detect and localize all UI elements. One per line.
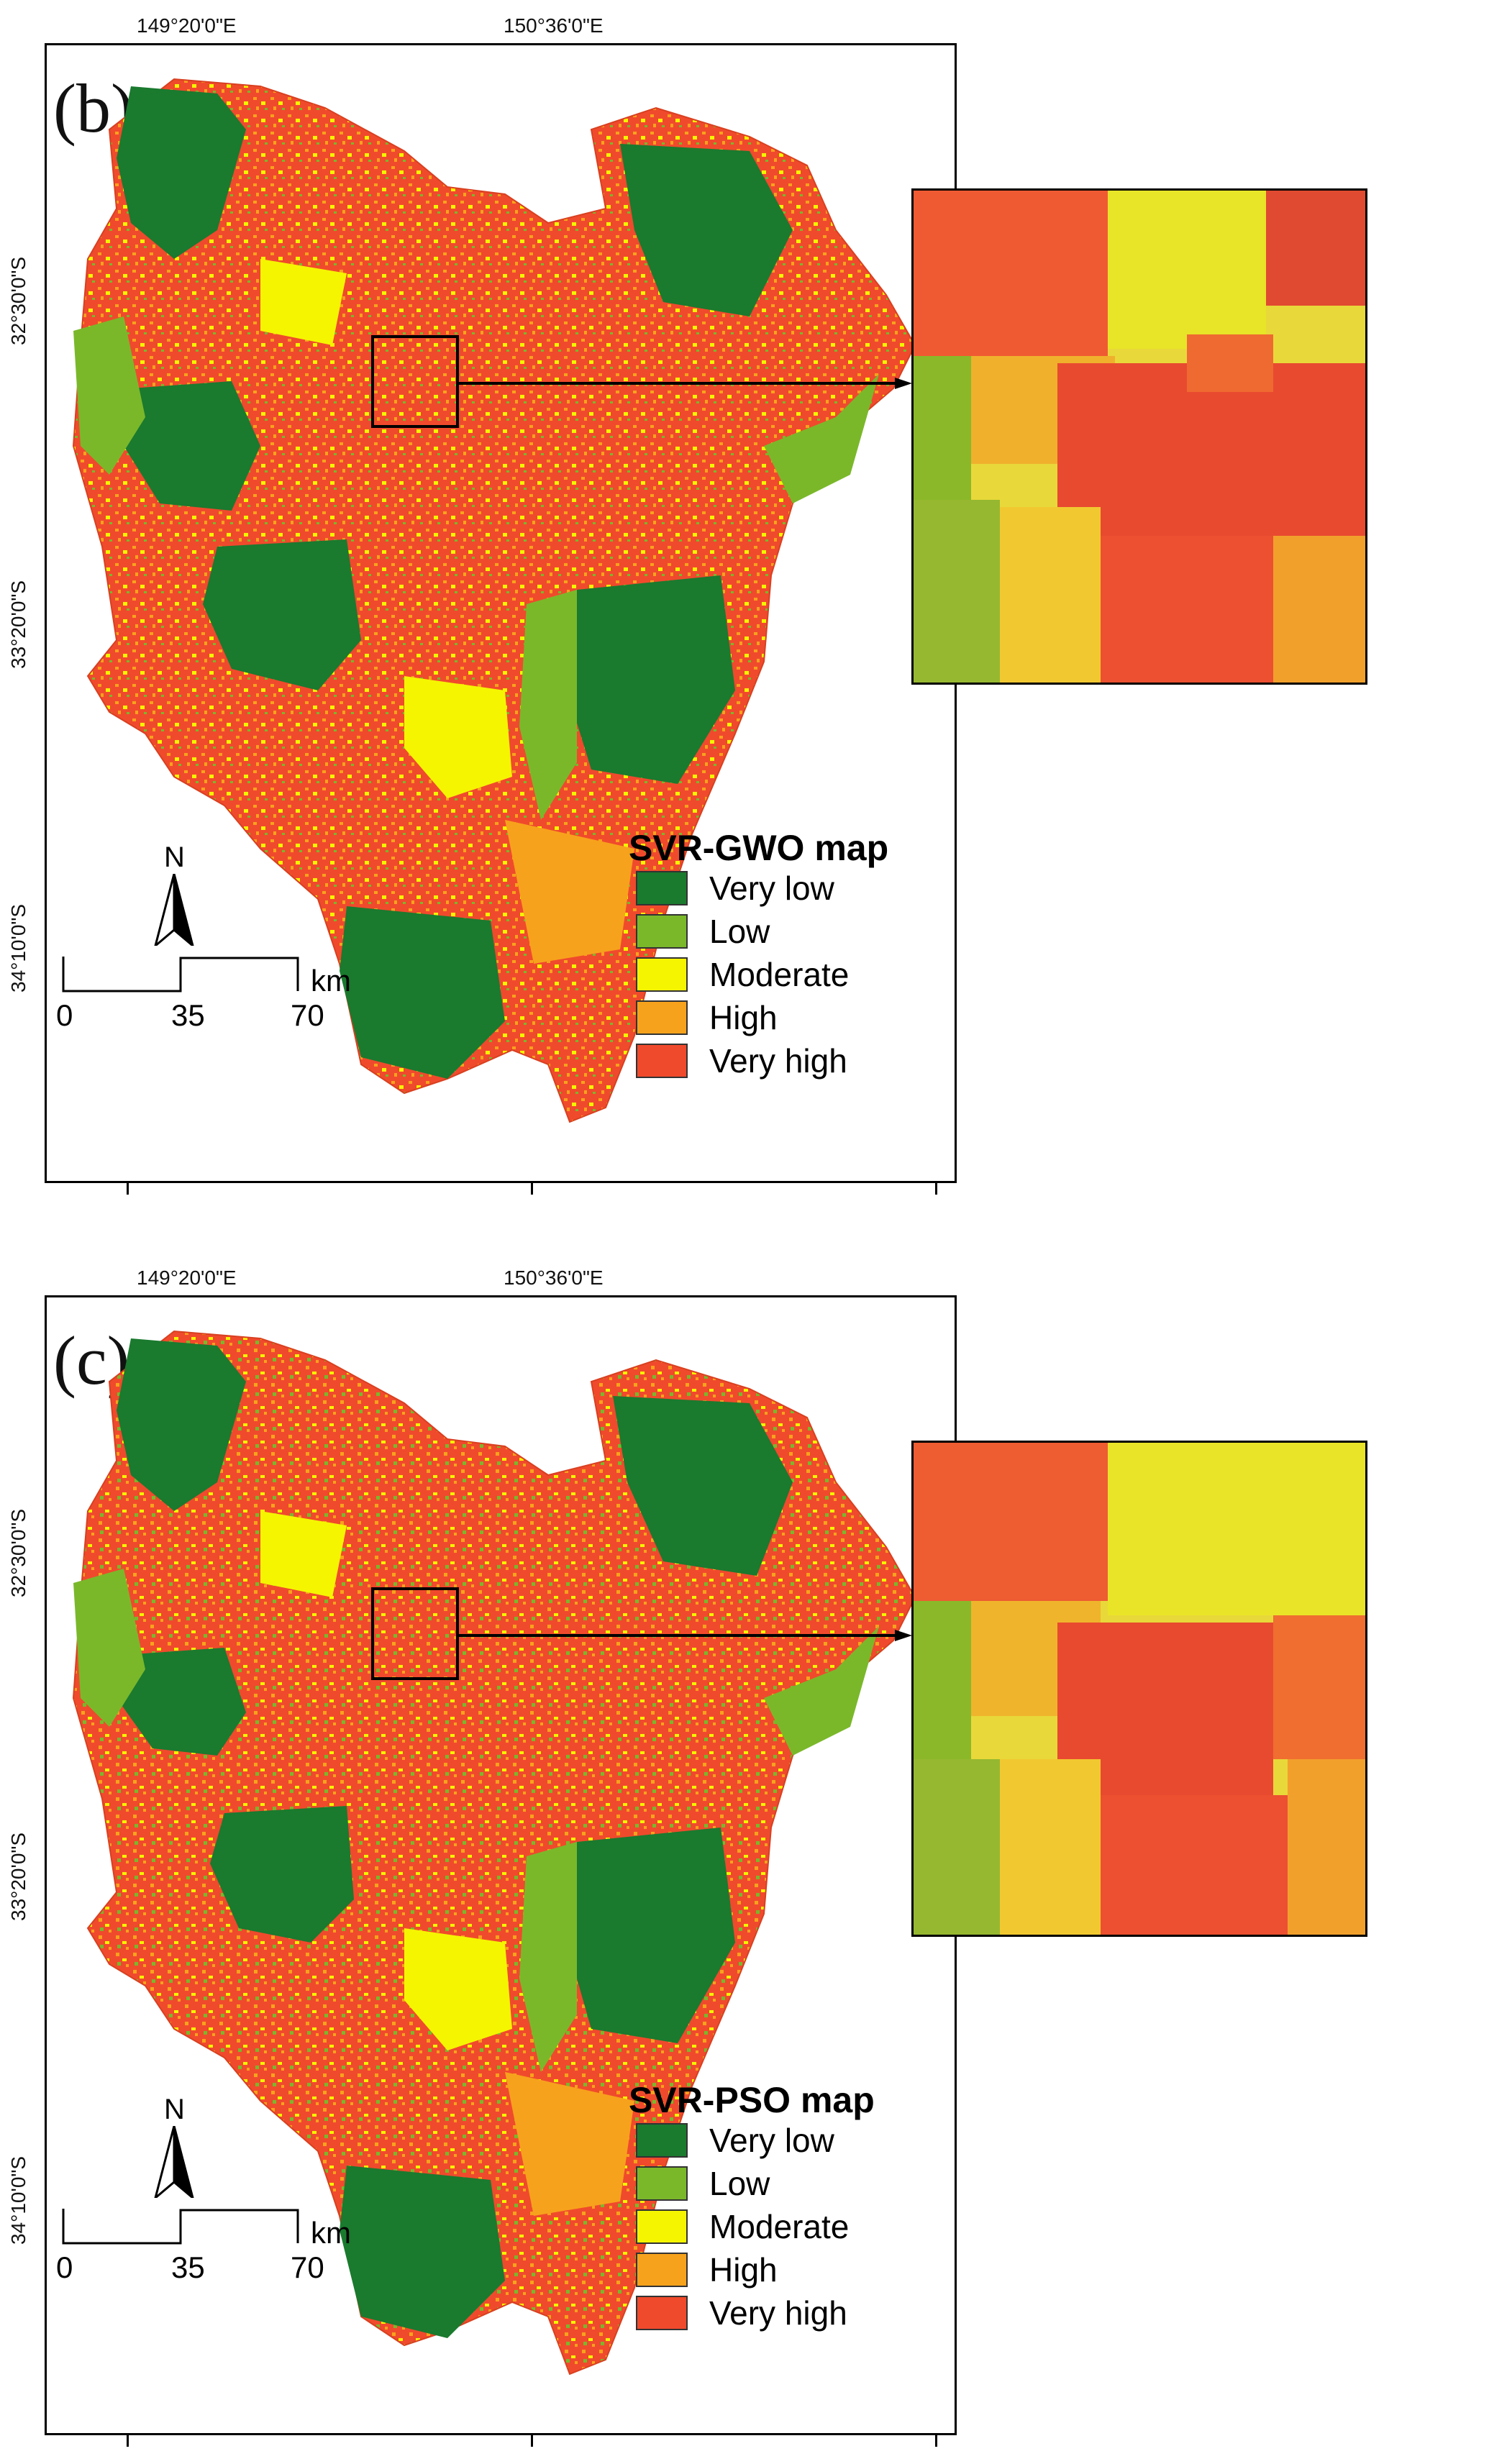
tick	[935, 1183, 937, 1195]
legend-swatch	[636, 957, 688, 992]
lon-label-1: 149°20'0"E	[137, 14, 237, 37]
tick	[127, 2435, 129, 2447]
zoom-connector	[457, 1634, 898, 1637]
moderate-zone-1	[404, 676, 512, 798]
legend-item-very-low: Very low	[636, 869, 834, 908]
scale-bar	[62, 957, 299, 993]
very-low-zone-6	[340, 906, 505, 1079]
lat-label-2: 33°20'0"S	[7, 1832, 29, 1921]
very-low-zone-2	[124, 381, 260, 511]
legend-swatch	[636, 2253, 688, 2287]
moderate-zone-2	[260, 1511, 347, 1597]
very-low-zone-6	[340, 2166, 505, 2338]
legend-title: SVR-PSO map	[629, 2080, 875, 2120]
legend-item-very-high: Very high	[636, 1041, 847, 1080]
legend-item-high: High	[636, 2250, 778, 2289]
very-low-zone-1	[117, 86, 246, 259]
low-zone-2	[519, 590, 577, 820]
legend-swatch	[636, 2296, 688, 2330]
north-arrow-icon	[154, 2126, 194, 2198]
arrow-head-icon	[895, 1630, 912, 1641]
scale-tick-0: 0	[56, 998, 73, 1032]
low-zone-1	[73, 1569, 145, 1727]
zoom-box	[371, 335, 459, 428]
very-low-zone-5	[563, 575, 735, 784]
very-low-zone-2	[117, 1648, 246, 1756]
legend-label: High	[709, 2251, 778, 2289]
scale-unit: km	[311, 964, 351, 998]
very-low-zone-1	[117, 1338, 246, 1511]
low-zone-1	[73, 316, 145, 475]
arrow-head-icon	[895, 378, 912, 389]
lat-label-2: 33°20'0"S	[7, 580, 29, 669]
scale-tick-0: 0	[56, 2250, 73, 2284]
zoom-box	[371, 1587, 459, 1680]
north-label: N	[164, 2094, 185, 2125]
legend-label: Very high	[709, 1042, 847, 1080]
scale-tick-70: 70	[291, 2250, 324, 2284]
very-low-zone-4	[620, 144, 793, 316]
legend-item-low: Low	[636, 2164, 770, 2203]
legend-swatch	[636, 2123, 688, 2158]
moderate-zone-2	[260, 259, 347, 345]
legend-label: Moderate	[709, 956, 850, 993]
legend-swatch	[636, 1000, 688, 1035]
legend-label: Very low	[709, 2122, 834, 2159]
lat-label-1: 32°30'0"S	[7, 256, 29, 345]
very-low-zone-5	[563, 1828, 735, 2043]
high-zone-1	[505, 820, 634, 964]
tick	[531, 2435, 533, 2447]
legend-label: High	[709, 999, 778, 1036]
very-low-zone-4	[613, 1396, 793, 1576]
scale-tick-35: 35	[171, 2250, 205, 2284]
legend-swatch	[636, 2209, 688, 2244]
north-arrow-icon	[154, 874, 194, 946]
zoom-inset	[911, 188, 1367, 685]
legend-item-low: Low	[636, 912, 770, 951]
legend-label: Low	[709, 2165, 770, 2202]
scale-tick-70: 70	[291, 998, 324, 1032]
legend-label: Very low	[709, 870, 834, 907]
tick	[127, 1183, 129, 1195]
low-zone-2	[519, 1842, 577, 2072]
legend-label: Very high	[709, 2294, 847, 2332]
legend-swatch	[636, 871, 688, 905]
lon-label-1: 149°20'0"E	[137, 1267, 237, 1289]
lat-label-3: 34°10'0"S	[7, 2155, 29, 2245]
legend-item-high: High	[636, 998, 778, 1037]
zoom-inset	[911, 1441, 1367, 1937]
panel-c: 149°20'0"E 150°36'0"E 32°30'0"S 33°20'0"…	[0, 1232, 1507, 2464]
legend-title: SVR-GWO map	[629, 828, 889, 868]
legend-swatch	[636, 1044, 688, 1078]
lat-label-1: 32°30'0"S	[7, 1508, 29, 1597]
tick	[935, 2435, 937, 2447]
very-low-zone-3	[203, 539, 361, 690]
legend-label: Moderate	[709, 2208, 850, 2245]
very-low-zone-3	[210, 1806, 354, 1943]
low-zone-3	[764, 1626, 879, 1756]
scale-unit: km	[311, 2216, 351, 2250]
moderate-zone-1	[404, 1928, 512, 2050]
legend-item-very-high: Very high	[636, 2294, 847, 2332]
tick	[531, 1183, 533, 1195]
lon-label-2: 150°36'0"E	[504, 14, 604, 37]
low-zone-3	[764, 374, 879, 503]
legend-swatch	[636, 914, 688, 949]
legend-item-moderate: Moderate	[636, 2207, 849, 2246]
zoom-connector	[457, 382, 898, 385]
lat-label-3: 34°10'0"S	[7, 903, 29, 993]
legend-item-moderate: Moderate	[636, 955, 849, 994]
scale-tick-35: 35	[171, 998, 205, 1032]
susceptibility-map	[72, 1330, 916, 2376]
high-zone-1	[505, 2072, 634, 2216]
lon-label-2: 150°36'0"E	[504, 1267, 604, 1289]
susceptibility-map	[72, 78, 916, 1123]
north-label: N	[164, 841, 185, 873]
legend-label: Low	[709, 913, 770, 950]
scale-bar	[62, 2209, 299, 2245]
panel-b: 149°20'0"E 150°36'0"E 32°30'0"S 33°20'0"…	[7, 14, 1367, 1195]
legend-item-very-low: Very low	[636, 2121, 834, 2160]
legend-swatch	[636, 2166, 688, 2201]
